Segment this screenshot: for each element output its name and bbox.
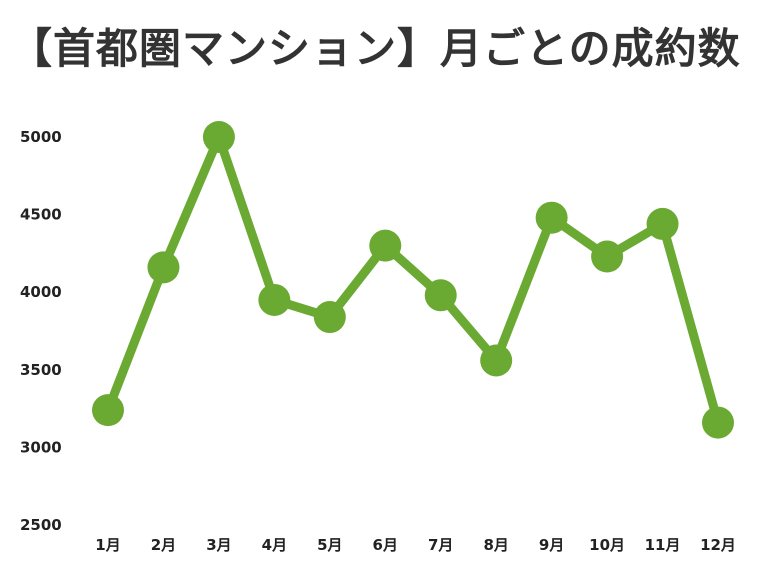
- x-tick-label: 12月: [700, 536, 736, 554]
- x-tick-label: 2月: [151, 536, 176, 554]
- y-tick-label: 5000: [20, 128, 62, 146]
- x-tick-label: 11月: [645, 536, 681, 554]
- data-point-7: [424, 279, 457, 312]
- series-line: [103, 132, 723, 428]
- data-point-10: [591, 240, 624, 273]
- x-tick-label: 9月: [539, 536, 564, 554]
- y-tick-label: 4500: [20, 206, 62, 224]
- x-tick-label: 8月: [483, 536, 508, 554]
- y-tick-label: 2500: [20, 516, 62, 534]
- data-point-5: [313, 301, 346, 334]
- series-layer: [92, 121, 734, 439]
- data-point-12: [702, 406, 734, 439]
- x-tick-label: 5月: [317, 536, 342, 554]
- data-point-11: [646, 207, 679, 240]
- data-point-9: [535, 201, 568, 234]
- data-point-2: [147, 251, 180, 284]
- data-point-8: [480, 344, 513, 377]
- y-tick-label: 4000: [20, 283, 62, 301]
- y-axis: 2500 3000 3500 4000 4500 5000: [20, 128, 62, 534]
- y-tick-label: 3000: [20, 438, 62, 456]
- x-tick-label: 10月: [589, 536, 625, 554]
- y-tick-label: 3500: [20, 361, 62, 379]
- data-point-4: [258, 283, 291, 316]
- data-point-1: [92, 394, 124, 427]
- x-tick-label: 3月: [206, 536, 231, 554]
- data-point-3: [202, 121, 235, 153]
- x-tick-label: 1月: [95, 536, 120, 554]
- x-axis: 1月 2月 3月 4月 5月 6月 7月 8月 9月 10月 11月 12月: [95, 536, 736, 554]
- x-tick-label: 4月: [262, 536, 287, 554]
- chart-title: 【首都圏マンション】月ごとの成約数: [10, 24, 741, 73]
- data-point-6: [369, 229, 402, 262]
- x-tick-label: 7月: [428, 536, 453, 554]
- x-tick-label: 6月: [373, 536, 398, 554]
